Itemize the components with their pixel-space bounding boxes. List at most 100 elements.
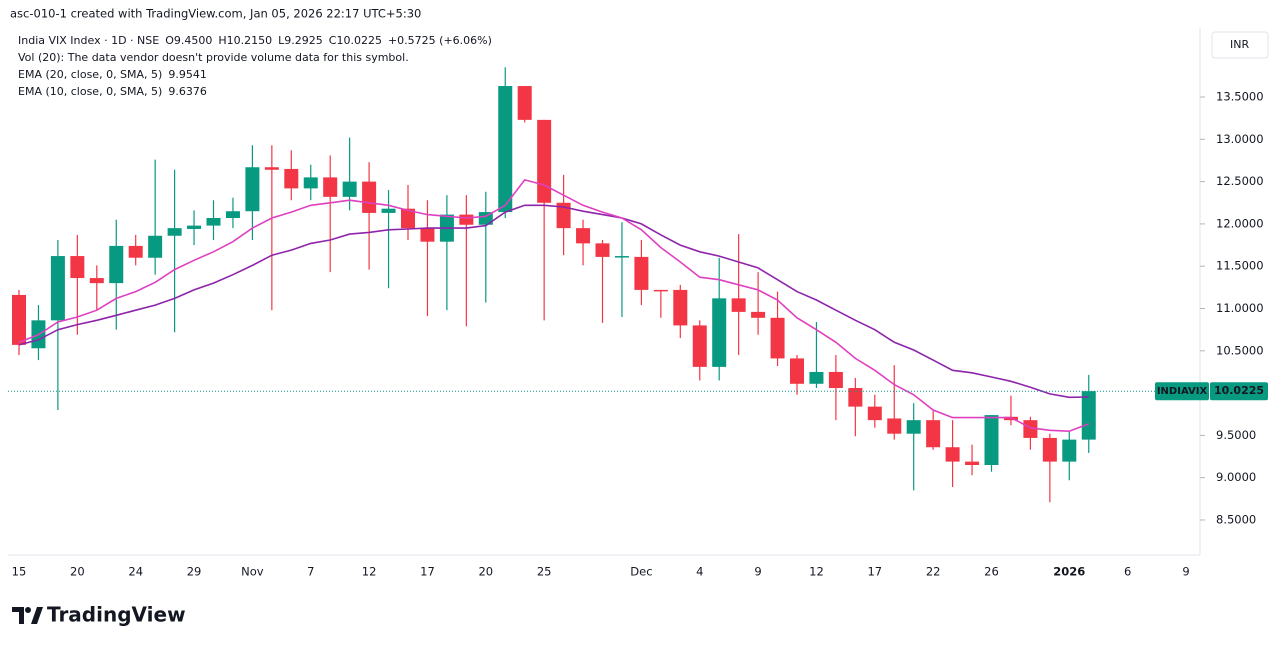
y-tick-label: 9.0000 (1216, 470, 1256, 484)
candle-body (614, 256, 629, 258)
ohlc-label: C (329, 34, 337, 47)
candle-body (1023, 420, 1038, 438)
candle-body (225, 211, 240, 218)
x-tick-label: 9 (1182, 565, 1189, 579)
ohlc-label: L (278, 34, 285, 47)
candle-body (206, 217, 221, 226)
price-tag-value-box (1210, 382, 1268, 401)
x-tick-label: 25 (537, 565, 552, 579)
candle-body (284, 168, 299, 189)
candle-body (1081, 391, 1096, 440)
candle-body (187, 225, 202, 229)
candle-body (673, 289, 688, 326)
y-tick-label: 12.0000 (1216, 216, 1264, 230)
x-tick-label: 12 (362, 565, 377, 579)
legend-entry: EMA (20, close, 0, SMA, 5) (18, 68, 162, 81)
candle-body (537, 119, 552, 203)
x-tick-label: 24 (128, 565, 143, 579)
x-tick-label: 4 (696, 565, 703, 579)
legend-value: 9.9541 (168, 68, 207, 81)
candle-body (906, 420, 921, 434)
candle-body (50, 256, 65, 321)
candle-body (342, 181, 357, 197)
logo: TradingView (12, 603, 186, 627)
candle-body (89, 278, 104, 284)
candle-body (595, 243, 610, 257)
candle-body (70, 256, 85, 279)
x-tick-label: 17 (420, 565, 435, 579)
ohlc-value: 9.2925 (284, 34, 323, 47)
x-tick-label: 6 (1124, 565, 1131, 579)
candle-body (887, 418, 902, 434)
candle-body (1062, 439, 1077, 462)
candle-body (848, 388, 863, 407)
candle-body (576, 228, 591, 244)
candle-body (498, 86, 513, 213)
candle-body (459, 214, 474, 225)
logo-icon (25, 607, 31, 613)
candle-body (323, 177, 338, 197)
x-tick-label: 7 (307, 565, 314, 579)
candle-body (945, 447, 960, 462)
ohlc-label: H (218, 34, 226, 47)
y-tick-label: 12.5000 (1216, 174, 1264, 188)
candle-body (790, 358, 804, 384)
candle-body (965, 461, 980, 465)
ema-line (18, 204, 1089, 399)
candle-body (128, 245, 143, 258)
candle-body (770, 317, 785, 359)
y-tick-label: 11.5000 (1216, 259, 1264, 273)
x-tick-label: 20 (478, 565, 493, 579)
x-tick-label: 29 (187, 565, 202, 579)
x-tick-label: Nov (241, 565, 264, 579)
x-tick-label: 22 (926, 565, 941, 579)
ohlc-value: 10.2150 (227, 34, 273, 47)
y-tick-label: 13.5000 (1216, 90, 1264, 104)
plot: 8.50009.00009.500010.000010.500011.00001… (8, 67, 1268, 579)
currency-box[interactable] (1211, 31, 1269, 59)
candle-body (712, 298, 727, 367)
candle-body (264, 167, 279, 170)
watermark: asc-010-1 created with TradingView.com, … (10, 7, 421, 21)
logo-icon (12, 607, 24, 624)
x-tick-label: 20 (70, 565, 85, 579)
candle-body (167, 228, 182, 236)
legend-symbol: India VIX Index · 1D · NSE (18, 34, 159, 47)
ohlc-value: 9.4500 (174, 34, 213, 47)
legend-entry: EMA (10, close, 0, SMA, 5) (18, 85, 162, 98)
candle-body (381, 208, 396, 213)
candle-body (984, 415, 999, 465)
candle-body (828, 371, 843, 389)
legend-value: 9.6376 (168, 85, 207, 98)
candle-body (12, 294, 26, 345)
candle-body (517, 86, 532, 120)
candle-body (303, 177, 318, 189)
logo-icon (31, 607, 43, 624)
candle-body (148, 235, 163, 258)
candle-body (926, 420, 941, 448)
y-tick-label: 8.5000 (1216, 512, 1256, 526)
candle-body (692, 325, 707, 367)
y-tick-label: 10.5000 (1216, 343, 1264, 357)
ohlc-label: O (165, 34, 174, 47)
x-tick-label: 15 (12, 565, 27, 579)
footer-brand: TradingView (47, 603, 186, 627)
x-tick-label: 2026 (1053, 565, 1085, 579)
candle-body (634, 256, 649, 290)
x-tick-label: 12 (809, 565, 824, 579)
candle-body (401, 208, 415, 229)
change: +0.5725 (+6.06%) (388, 34, 492, 47)
legend: India VIX Index · 1D · NSE O 9.4500 H 10.215… (18, 34, 492, 98)
ohlc-value: 10.0225 (336, 34, 382, 47)
price-tag-value: 10.0225 (1214, 384, 1264, 397)
candle-body (109, 245, 124, 284)
volume-note: Vol (20): The data vendor doesn't provid… (18, 51, 409, 64)
x-tick-label: Dec (630, 565, 652, 579)
candle-body (751, 311, 766, 318)
y-tick-label: 13.0000 (1216, 132, 1264, 146)
candle-body (245, 167, 260, 212)
candle-body (653, 289, 668, 292)
candle-body (731, 298, 746, 312)
